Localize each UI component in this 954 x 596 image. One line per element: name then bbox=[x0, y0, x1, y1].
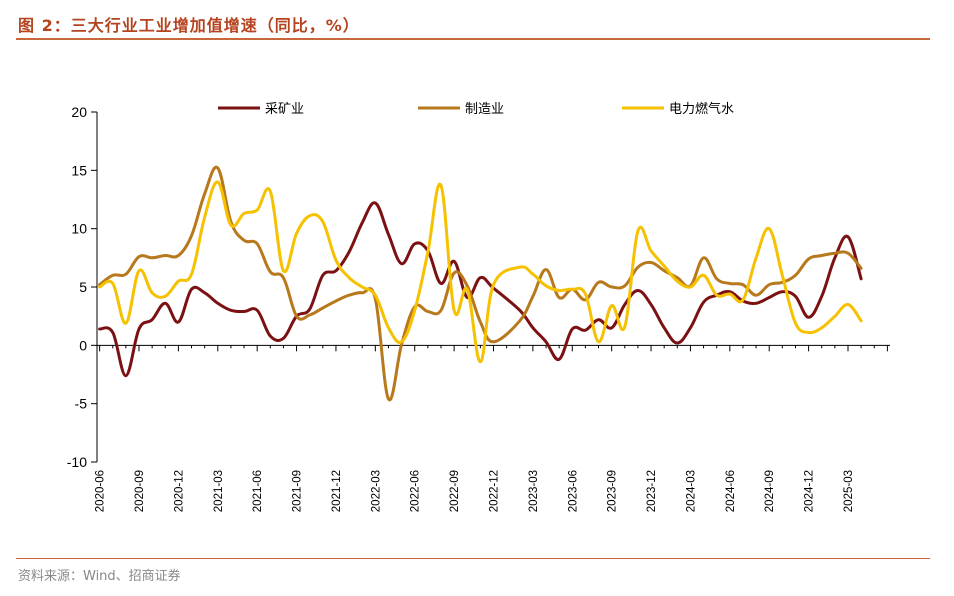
series-line-3 bbox=[98, 180, 863, 364]
legend-label: 制造业 bbox=[465, 102, 504, 117]
bottom-rule bbox=[16, 558, 930, 559]
x-tick-label: 2021-09 bbox=[292, 470, 304, 512]
x-tick-label: 2023-06 bbox=[567, 470, 579, 512]
legend: 采矿业 制造业 电力燃气水 bbox=[218, 101, 734, 117]
legend-label: 采矿业 bbox=[265, 102, 304, 117]
x-tick-label: 2025-03 bbox=[843, 470, 855, 512]
x-tick-label: 2024-12 bbox=[804, 470, 816, 512]
x-tick-label: 2022-03 bbox=[370, 470, 382, 512]
y-tick-label: 10 bbox=[71, 221, 87, 237]
y-tick-label: -5 bbox=[75, 396, 88, 412]
source-note: 资料来源：Wind、招商证券 bbox=[18, 569, 181, 584]
x-tick-label: 2022-12 bbox=[489, 470, 501, 512]
y-tick-label: 5 bbox=[79, 279, 87, 295]
series-layer bbox=[98, 165, 863, 402]
legend-label: 电力燃气水 bbox=[669, 101, 734, 117]
figure-title: 图 2：三大行业工业增加值增速（同比，%） bbox=[18, 16, 360, 35]
x-tick-label: 2021-03 bbox=[213, 470, 225, 512]
x-tick-label: 2022-09 bbox=[449, 470, 461, 512]
y-tick-label: 0 bbox=[79, 337, 87, 353]
series-line-1 bbox=[98, 201, 863, 378]
x-tick-label: 2023-09 bbox=[607, 470, 619, 512]
x-tick-label: 2021-12 bbox=[331, 470, 343, 512]
y-tick-label: 20 bbox=[71, 104, 87, 120]
x-tick-label: 2020-12 bbox=[173, 470, 185, 512]
axes: -10 -5 0 5 10 15 20 2020-06 2020-09 2020-12 2021-0… bbox=[67, 104, 890, 512]
x-tick-label: 2021-06 bbox=[252, 470, 264, 512]
x-tick-label: 2020-06 bbox=[95, 470, 107, 512]
x-tick-label: 2022-06 bbox=[410, 470, 422, 512]
x-tick-label: 2023-03 bbox=[528, 470, 540, 512]
x-tick-label: 2023-12 bbox=[646, 470, 658, 512]
x-tick-label: 2024-09 bbox=[764, 470, 776, 512]
x-tick-label: 2024-03 bbox=[685, 470, 697, 512]
x-tick-label: 2020-09 bbox=[134, 470, 146, 512]
y-tick-label: 15 bbox=[71, 162, 87, 178]
y-tick-label: -10 bbox=[67, 454, 87, 470]
x-tick-label: 2024-06 bbox=[725, 470, 737, 512]
top-rule bbox=[16, 38, 930, 40]
series-line-2 bbox=[98, 165, 863, 402]
